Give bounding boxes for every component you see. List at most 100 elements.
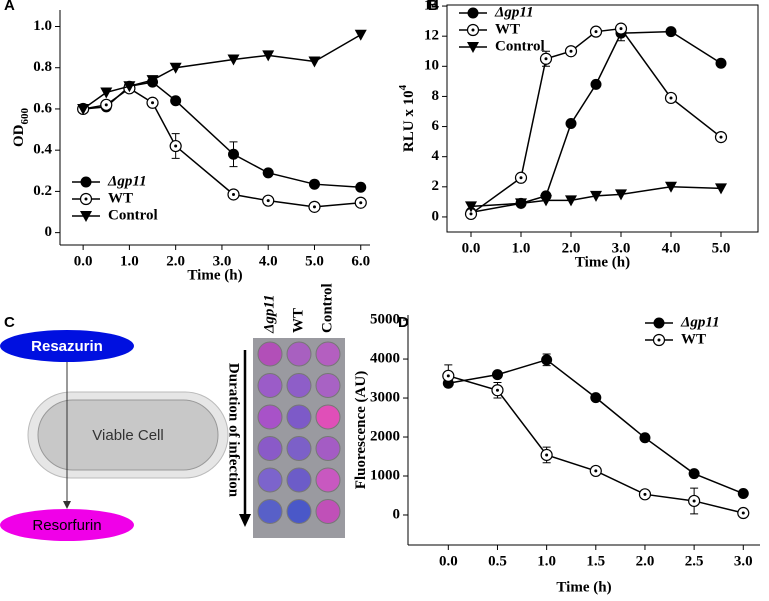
legend-label: Δgp11 — [494, 4, 534, 20]
marker — [615, 189, 627, 201]
y-axis-label: Fluorescence (AU) — [353, 371, 369, 489]
y-axis-label-sup: 4 — [397, 84, 409, 90]
arrow-head — [63, 501, 71, 509]
y-tick-label: 0.6 — [33, 100, 52, 116]
marker — [80, 211, 92, 222]
substrate-ellipse — [0, 330, 134, 362]
marker-dot — [544, 57, 548, 61]
marker — [123, 81, 136, 93]
well — [286, 467, 312, 493]
x-tick-label: 2.5 — [685, 553, 704, 569]
marker-dot — [619, 27, 623, 31]
marker-dot — [643, 492, 647, 496]
legend-label: WT — [108, 190, 133, 206]
x-tick-label: 2.0 — [562, 240, 581, 256]
x-tick-label: 1.0 — [512, 240, 531, 256]
marker — [170, 95, 182, 107]
series-line — [83, 81, 361, 189]
panel: D 0 1000 2000 3000 4000 5000 0.0 0.5 1.0 1.5 2.0 2.5… — [353, 312, 760, 595]
y-tick-label: 14 — [424, 0, 440, 13]
marker-dot — [519, 176, 523, 180]
x-tick-label: 5.0 — [305, 253, 324, 269]
panel-label: A — [4, 0, 15, 14]
panel-label: D — [398, 314, 409, 331]
marker — [639, 432, 651, 444]
marker — [565, 118, 577, 130]
cell-inner — [37, 399, 219, 471]
series-line — [470, 186, 722, 208]
marker-dot — [692, 499, 696, 503]
column-label: WT — [290, 308, 306, 333]
y-axis-label: RLU x 104 — [397, 84, 418, 152]
x-tick-label: 4.0 — [662, 240, 681, 256]
marker-dot — [495, 388, 499, 392]
y-tick-label: 10 — [424, 58, 439, 74]
y-tick-label: 0 — [432, 208, 440, 224]
well — [286, 436, 312, 461]
substrate-label: Resazurin — [31, 338, 103, 355]
panel-label: C — [4, 314, 15, 331]
legend-label: Δgp11 — [107, 173, 147, 189]
y-axis-label-sub: 600 — [19, 108, 31, 125]
legend-label: Control — [108, 207, 158, 223]
marker — [262, 50, 275, 62]
column-label: Δgp11 — [261, 294, 277, 334]
marker-dot — [446, 374, 450, 378]
marker — [540, 195, 552, 207]
marker — [77, 103, 90, 115]
y-tick-label: 0.4 — [33, 142, 52, 158]
y-tick-label: 0.2 — [33, 183, 52, 199]
column-label: Control — [319, 283, 335, 333]
x-axis-label: Time (h) — [575, 254, 630, 270]
marker — [465, 201, 477, 213]
y-axis-label: OD600 — [11, 108, 30, 148]
well — [257, 499, 283, 524]
well — [257, 467, 283, 493]
marker-dot — [104, 103, 108, 107]
marker — [737, 488, 749, 500]
well — [315, 467, 341, 493]
y-tick-label: 1.0 — [33, 18, 52, 34]
marker — [715, 183, 727, 195]
x-tick-label: 5.0 — [712, 240, 731, 256]
marker-dot — [471, 28, 475, 32]
marker — [541, 354, 553, 366]
panel-label: B — [428, 0, 439, 14]
y-axis-label-text: OD — [11, 124, 27, 147]
legend-label: Δgp11 — [680, 314, 720, 330]
y-tick-label: 1000 — [370, 467, 400, 483]
x-tick-label: 1.5 — [586, 553, 605, 569]
legend-label: WT — [495, 21, 520, 37]
duration-arrow-head — [239, 514, 251, 527]
marker-dot — [84, 197, 88, 201]
marker — [169, 62, 182, 74]
cell-label: Viable Cell — [92, 427, 163, 444]
marker — [715, 57, 727, 69]
marker-dot — [174, 144, 178, 148]
well — [315, 341, 341, 367]
marker-dot — [469, 212, 473, 216]
y-tick-label: 3000 — [370, 389, 400, 405]
marker — [100, 87, 113, 99]
x-tick-label: 3.0 — [612, 240, 631, 256]
marker-dot — [266, 199, 270, 203]
y-tick-label: 2000 — [370, 428, 400, 444]
x-tick-label: 3.0 — [734, 553, 753, 569]
y-tick-label: 4000 — [370, 350, 400, 366]
marker — [590, 190, 602, 202]
x-tick-label: 2.0 — [636, 553, 655, 569]
well — [286, 373, 312, 398]
marker-dot — [545, 453, 549, 457]
marker — [262, 167, 274, 179]
well — [286, 404, 312, 430]
series-line — [470, 30, 722, 214]
y-tick-label: 6 — [432, 118, 440, 134]
marker — [467, 7, 479, 19]
marker — [590, 392, 602, 404]
marker — [515, 198, 527, 210]
duration-label: Duration of infection — [226, 363, 242, 498]
well — [257, 436, 283, 461]
marker — [308, 178, 320, 190]
well — [315, 404, 341, 430]
